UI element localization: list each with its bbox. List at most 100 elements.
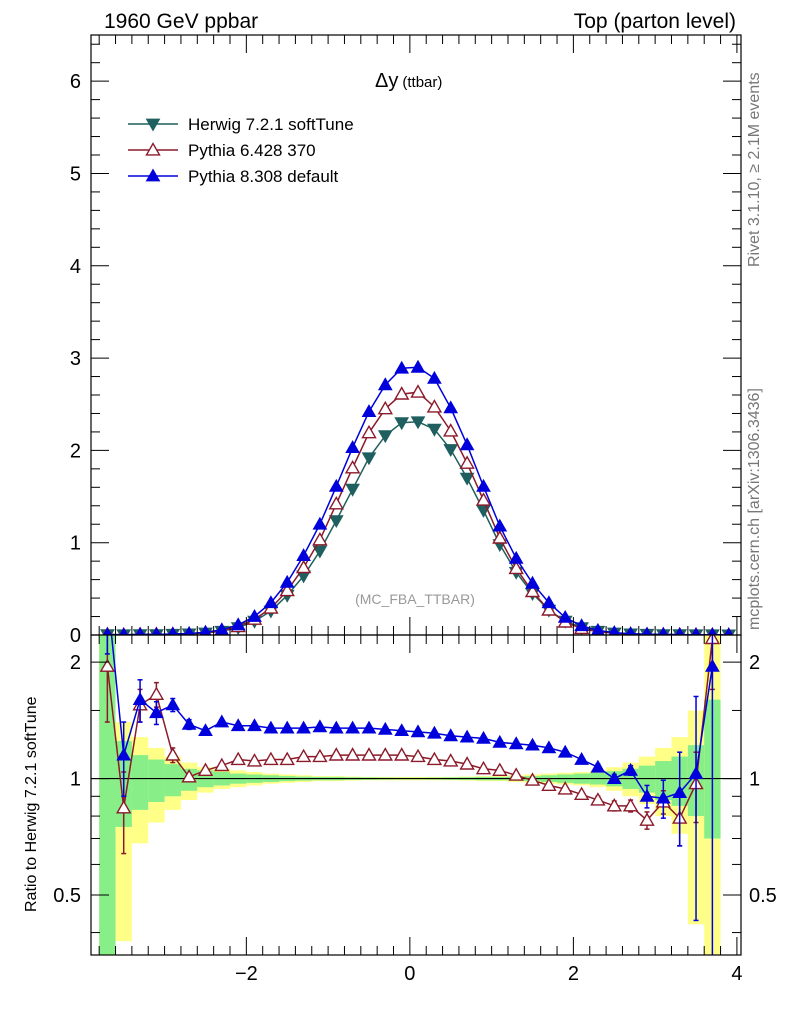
data-point: [590, 622, 605, 635]
ratio-panel: 0.5 0.5 1 1 2 2 −2 0 2 4 Ratio to Herwig 7.2.1 so…: [23, 634, 777, 985]
data-point: [328, 495, 345, 510]
ratio-point: [116, 747, 132, 761]
data-point: [442, 423, 459, 437]
data-point: [443, 444, 459, 458]
x-tick-label: −2: [235, 963, 258, 985]
data-point: [426, 399, 443, 413]
data-point: [642, 626, 652, 635]
data-point: [541, 595, 557, 609]
data-point: [377, 430, 393, 444]
ratio-point: [214, 714, 230, 728]
data-point: [361, 404, 377, 417]
main-panel: 0 1 2 3 4 5 6 Δy (ttbar) (MC_FBA_TTBAR) Herwig …: [70, 34, 742, 647]
ratio-point: [263, 720, 279, 734]
y-tick-label: 6: [70, 71, 81, 93]
legend-marker: [145, 168, 161, 182]
data-point: [328, 515, 344, 529]
ratio-frame: [90, 634, 742, 956]
data-point: [508, 560, 524, 575]
ratio-y-tick-label-right: 0.5: [749, 885, 777, 907]
ratio-line-0: [106, 638, 714, 822]
ratio-point: [296, 720, 311, 734]
ratio-point: [230, 718, 246, 732]
data-point: [724, 627, 734, 635]
legend: Herwig 7.2.1 softTune Pythia 6.428 370 Pyt…: [128, 115, 354, 186]
ratio-point: [459, 756, 475, 770]
ratio-point: [427, 725, 442, 739]
legend-label: Pythia 8.308 default: [188, 167, 339, 186]
ratio-point: [639, 788, 655, 802]
ratio-point: [573, 786, 590, 800]
uncertainty-band-inner: [99, 635, 116, 955]
ratio-point: [492, 762, 508, 776]
data-point: [475, 492, 492, 506]
data-point: [345, 440, 360, 453]
ratio-point: [393, 747, 410, 761]
ratio-point: [606, 771, 622, 784]
y-tick-label: 0: [70, 625, 81, 647]
uncertainty-band-inner: [131, 755, 149, 810]
data-point: [295, 559, 312, 574]
data-point: [183, 625, 195, 635]
ratio-point: [345, 720, 360, 734]
ratio-point: [279, 751, 295, 766]
data-point: [658, 626, 668, 635]
data-point: [492, 530, 508, 544]
ratio-point: [165, 747, 181, 761]
ratio-point: [639, 812, 655, 826]
data-point: [707, 627, 717, 635]
ratio-point: [230, 751, 246, 766]
y-tick-label: 3: [70, 348, 81, 370]
y-tick-label: 5: [70, 163, 81, 185]
ratio-point: [590, 759, 606, 773]
ratio-point: [475, 760, 492, 775]
data-point: [394, 417, 410, 431]
data-point: [427, 370, 442, 384]
ratio-point: [524, 772, 541, 786]
ratio-y-tick-label-right: 2: [749, 652, 760, 674]
ratio-point: [557, 781, 573, 795]
ratio-point: [459, 729, 475, 743]
ratio-point: [443, 728, 459, 742]
ratio-point: [655, 790, 671, 804]
ratio-point: [476, 730, 491, 744]
data-point: [427, 423, 442, 437]
ratio-point: [361, 747, 377, 761]
watermark: (MC_FBA_TTBAR): [355, 591, 475, 607]
ratio-point: [606, 797, 623, 812]
data-point: [541, 602, 557, 616]
data-point: [459, 437, 475, 451]
data-point: [312, 545, 328, 559]
y-tick-label: 2: [70, 440, 81, 462]
ratio-point: [214, 757, 230, 772]
ratio-point: [312, 719, 328, 733]
x-tick-label: 0: [404, 963, 415, 985]
x-tick-label: 2: [568, 963, 579, 985]
ratio-point: [508, 736, 524, 750]
ratio-point: [263, 751, 279, 766]
ratio-point: [590, 792, 606, 806]
data-point: [459, 472, 475, 486]
data-point: [492, 518, 508, 532]
data-point: [230, 617, 246, 631]
data-point: [394, 360, 410, 374]
ratio-point: [279, 720, 295, 734]
ratio-point: [622, 797, 639, 812]
data-point: [410, 359, 426, 373]
ratio-point: [132, 692, 148, 705]
ratio-point: [541, 740, 557, 754]
legend-label: Pythia 6.428 370: [188, 141, 316, 160]
y-tick-label: 1: [70, 533, 81, 555]
data-point: [608, 625, 620, 635]
ratio-point: [688, 766, 704, 779]
rivet-label: Rivet 3.1.10, ≥ 2.1M events: [746, 72, 763, 267]
ratio-point: [623, 762, 638, 776]
data-point: [557, 609, 573, 623]
ratio-point: [115, 799, 132, 814]
ratio-point: [672, 785, 688, 798]
ratio-point: [295, 748, 312, 763]
ratio-y-tick-label: 2: [70, 652, 81, 674]
data-point: [167, 626, 178, 635]
data-point: [443, 400, 459, 414]
